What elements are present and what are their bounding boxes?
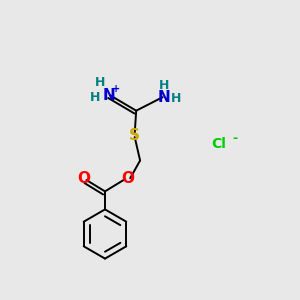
Text: O: O <box>122 171 135 186</box>
Text: H: H <box>159 79 170 92</box>
Text: -: - <box>232 132 237 145</box>
Text: N: N <box>158 90 171 105</box>
Text: +: + <box>112 84 120 94</box>
Text: H: H <box>95 76 105 89</box>
Text: O: O <box>77 171 91 186</box>
Text: N: N <box>102 88 115 103</box>
Text: H: H <box>90 91 100 104</box>
Text: H: H <box>171 92 182 105</box>
Text: Cl: Cl <box>212 137 226 151</box>
Text: S: S <box>129 128 140 143</box>
